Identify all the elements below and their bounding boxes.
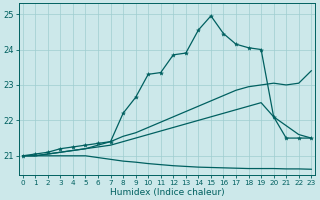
- X-axis label: Humidex (Indice chaleur): Humidex (Indice chaleur): [110, 188, 224, 197]
